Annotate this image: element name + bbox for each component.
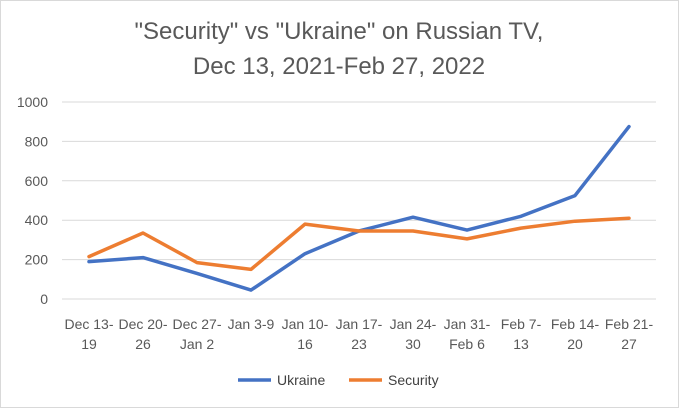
series-line-security — [87, 216, 631, 272]
y-tick-label: 1000 — [17, 94, 48, 110]
y-tick-label: 600 — [25, 173, 49, 189]
legend-label-ukraine: Ukraine — [277, 372, 325, 388]
y-tick-label: 400 — [25, 212, 49, 228]
chart-title-line-2: Dec 13, 2021-Feb 27, 2022 — [193, 53, 485, 80]
legend-label-security: Security — [388, 372, 439, 388]
y-axis-ticks: 0 200 400 600 800 1000 — [17, 94, 48, 307]
y-tick-label: 200 — [25, 252, 49, 268]
x-tick-label: Dec 27-Jan 2 — [172, 316, 221, 352]
x-tick-label: Dec 20-26 — [118, 316, 167, 352]
series-line-ukraine — [87, 124, 631, 292]
x-tick-label: Feb 21-27 — [605, 316, 654, 352]
x-tick-label: Feb 14-20 — [551, 316, 600, 352]
y-tick-label: 0 — [40, 291, 48, 307]
x-tick-label: Dec 13-19 — [64, 316, 113, 352]
x-tick-label: Jan 24-30 — [390, 316, 437, 352]
x-tick-label: Feb 7-13 — [501, 316, 542, 352]
legend: Ukraine Security — [238, 372, 439, 388]
x-tick-label: Jan 31-Feb 6 — [444, 316, 491, 352]
chart-title-line-1: "Security" vs "Ukraine" on Russian TV, — [135, 18, 544, 45]
x-tick-label: Jan 17-23 — [336, 316, 383, 352]
gridlines — [62, 101, 656, 300]
x-tick-label: Jan 10-16 — [282, 316, 329, 352]
x-tick-label: Jan 3-9 — [228, 316, 275, 332]
y-tick-label: 800 — [25, 133, 49, 149]
series-lines — [87, 124, 631, 292]
